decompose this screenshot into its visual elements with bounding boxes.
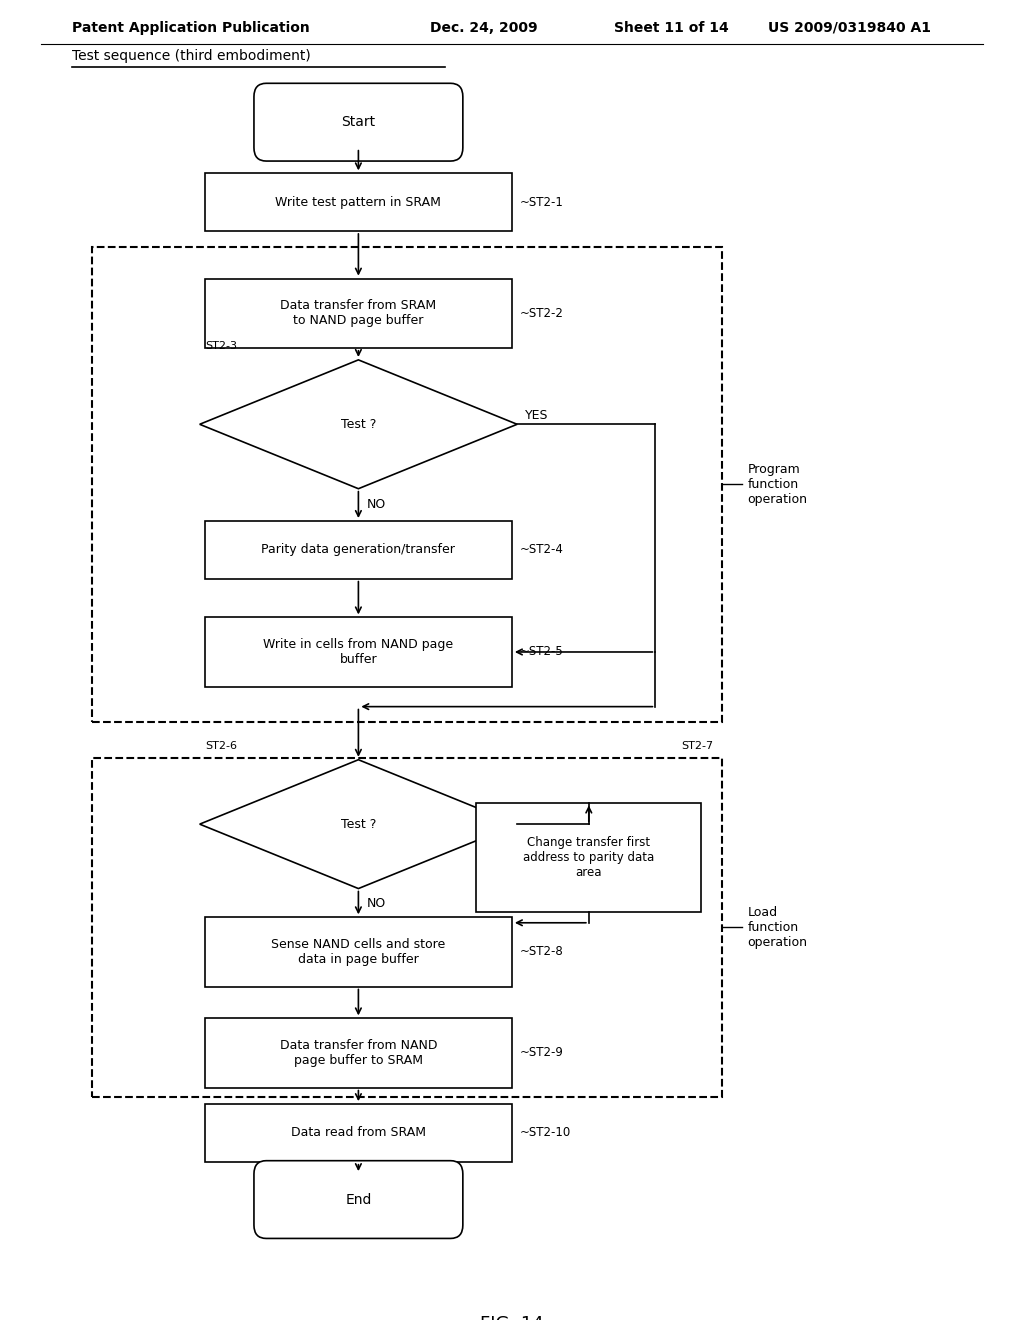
Text: Test ?: Test ? xyxy=(341,817,376,830)
FancyBboxPatch shape xyxy=(254,1160,463,1238)
Bar xyxy=(476,803,701,912)
Bar xyxy=(205,917,512,986)
Text: Change transfer first
address to parity data
area: Change transfer first address to parity … xyxy=(523,836,654,879)
Text: ~ST2-1: ~ST2-1 xyxy=(520,195,564,209)
Text: NO: NO xyxy=(367,498,386,511)
Text: End: End xyxy=(345,1192,372,1206)
Text: ST2-6: ST2-6 xyxy=(205,741,237,751)
Polygon shape xyxy=(200,760,517,888)
Bar xyxy=(205,173,512,231)
Text: Parity data generation/transfer: Parity data generation/transfer xyxy=(261,544,456,556)
Text: ~ST2-5: ~ST2-5 xyxy=(520,645,564,659)
Text: Load
function
operation: Load function operation xyxy=(748,906,808,949)
Text: Patent Application Publication: Patent Application Publication xyxy=(72,21,309,34)
Text: Write test pattern in SRAM: Write test pattern in SRAM xyxy=(275,195,441,209)
Bar xyxy=(205,618,512,686)
Bar xyxy=(92,758,722,1097)
Text: ~ST2-4: ~ST2-4 xyxy=(520,544,564,556)
Text: ~ST2-10: ~ST2-10 xyxy=(520,1126,571,1139)
Polygon shape xyxy=(200,360,517,488)
Text: ~ST2-9: ~ST2-9 xyxy=(520,1047,564,1060)
Text: ST2-3: ST2-3 xyxy=(205,341,237,351)
Text: Sheet 11 of 14: Sheet 11 of 14 xyxy=(614,21,729,34)
Bar xyxy=(92,247,722,722)
Text: NO: NO xyxy=(367,898,386,911)
Text: ~ST2-2: ~ST2-2 xyxy=(520,306,564,319)
Bar xyxy=(205,521,512,578)
FancyBboxPatch shape xyxy=(254,83,463,161)
Text: ST2-7: ST2-7 xyxy=(681,741,713,751)
Bar xyxy=(205,279,512,348)
Text: Write in cells from NAND page
buffer: Write in cells from NAND page buffer xyxy=(263,638,454,667)
Text: Test sequence (third embodiment): Test sequence (third embodiment) xyxy=(72,49,310,63)
Text: Data transfer from NAND
page buffer to SRAM: Data transfer from NAND page buffer to S… xyxy=(280,1039,437,1067)
Text: Dec. 24, 2009: Dec. 24, 2009 xyxy=(430,21,538,34)
Text: YES: YES xyxy=(525,409,549,422)
Text: FIG. 14: FIG. 14 xyxy=(480,1315,544,1320)
Text: ~ST2-8: ~ST2-8 xyxy=(520,945,564,958)
Bar xyxy=(205,1018,512,1088)
Text: US 2009/0319840 A1: US 2009/0319840 A1 xyxy=(768,21,931,34)
Text: Data transfer from SRAM
to NAND page buffer: Data transfer from SRAM to NAND page buf… xyxy=(281,300,436,327)
Text: Start: Start xyxy=(341,115,376,129)
Text: Test ?: Test ? xyxy=(341,418,376,430)
Text: Program
function
operation: Program function operation xyxy=(748,463,808,506)
Bar xyxy=(205,1104,512,1162)
Text: YES: YES xyxy=(525,809,549,822)
Text: Data read from SRAM: Data read from SRAM xyxy=(291,1126,426,1139)
Text: Sense NAND cells and store
data in page buffer: Sense NAND cells and store data in page … xyxy=(271,939,445,966)
